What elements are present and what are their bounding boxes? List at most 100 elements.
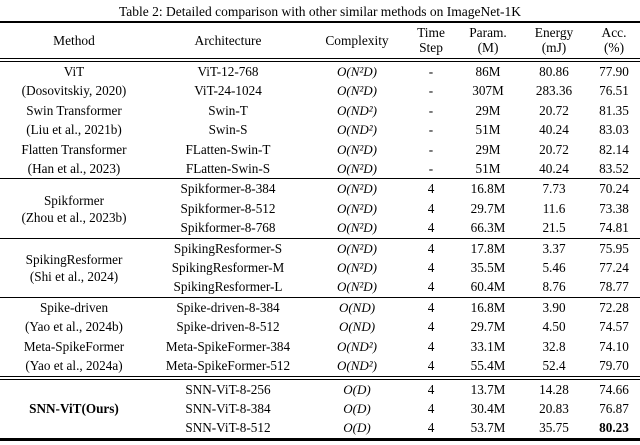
time-step-cell: 4 xyxy=(427,400,435,416)
energy-cell: 20.72 xyxy=(539,141,569,157)
table-row: Spikformer-8-768 O(N²D) 4 66.3M 21.5 74.81 xyxy=(0,218,640,238)
architecture-cell: SpikingResformer-M xyxy=(171,260,285,276)
complexity-cell: O(ND²) xyxy=(336,358,377,374)
time-step-cell: 4 xyxy=(427,420,435,436)
column-header-time-step: Time Step xyxy=(417,25,445,55)
complexity-cell: O(ND²) xyxy=(336,122,377,138)
time-step-cell: 4 xyxy=(427,181,435,197)
table-row: ViT ViT-12-768 O(N²D) - 86M 80.86 77.90 xyxy=(0,60,640,81)
table-row: Meta-SpikeFormer Meta-SpikeFormer-384 O(ND… xyxy=(0,337,640,356)
acc-cell: 74.66 xyxy=(599,381,629,397)
table-caption: Table 2: Detailed comparison with other … xyxy=(118,4,522,19)
acc-cell: 70.24 xyxy=(599,181,629,197)
time-step-cell: 4 xyxy=(427,220,435,236)
param-cell: 30.4M xyxy=(470,400,506,416)
architecture-cell: Swin-S xyxy=(208,122,248,138)
table-row: SpikingResformer-M O(N²D) 4 35.5M 5.46 77.24 xyxy=(0,258,640,277)
param-cell: 16.8M xyxy=(470,181,506,197)
time-step-cell: 4 xyxy=(427,299,435,315)
energy-cell: 4.50 xyxy=(542,319,566,335)
table-row: SNN-ViT-8-384 O(D) 4 30.4M 20.83 76.87 xyxy=(0,399,640,418)
method-cell: (Han et al., 2023) xyxy=(27,161,121,177)
time-step-cell: 4 xyxy=(427,240,435,256)
param-cell: 29.7M xyxy=(470,200,506,216)
architecture-cell: SpikingResformer-L xyxy=(173,279,283,295)
architecture-cell: SNN-ViT-8-384 xyxy=(185,400,271,416)
param-cell: 55.4M xyxy=(470,358,506,374)
column-header-energy: Energy (mJ) xyxy=(534,25,574,55)
energy-cell: 80.86 xyxy=(539,64,569,79)
table-row: Spike-driven Spike-driven-8-384 O(ND) 4 16.8… xyxy=(0,297,640,317)
time-step-cell: - xyxy=(428,141,434,157)
column-header-acc: Acc. (%) xyxy=(601,25,627,55)
energy-cell: 52.4 xyxy=(542,358,566,374)
table-row: (Yao et al., 2024a) Meta-SpikeFormer-512 O… xyxy=(0,356,640,377)
table-section-4: Spike-driven Spike-driven-8-384 O(ND) 4 16.8… xyxy=(0,297,640,377)
energy-cell: 14.28 xyxy=(539,381,569,397)
comparison-table: Method Architecture Complexity Time Step… xyxy=(0,21,640,441)
acc-cell: 78.77 xyxy=(599,279,629,295)
param-cell: 86M xyxy=(475,64,501,79)
param-cell: 29M xyxy=(475,141,501,157)
acc-cell: 74.81 xyxy=(599,220,629,236)
table-section-5: SNN-ViT(Ours) SNN-ViT-8-256 O(D) 4 13.7M 14.2… xyxy=(0,377,640,440)
architecture-cell: Meta-SpikeFormer-384 xyxy=(165,338,291,354)
method-cell: (Yao et al., 2024b) xyxy=(25,319,123,335)
complexity-cell: O(N²D) xyxy=(336,260,377,276)
energy-cell: 20.83 xyxy=(539,400,569,416)
complexity-cell: O(N²D) xyxy=(336,240,377,256)
table-row: SpikingResformer (Shi et al., 2024) Spiki… xyxy=(0,238,640,284)
acc-cell: 77.90 xyxy=(599,64,629,79)
architecture-cell: Spike-driven-8-384 xyxy=(176,299,280,315)
time-step-cell: 4 xyxy=(427,260,435,276)
energy-cell: 11.6 xyxy=(542,200,566,216)
method-cell: (Dosovitskiy, 2020) xyxy=(21,83,127,99)
architecture-cell: ViT-24-1024 xyxy=(194,83,262,99)
method-cell: Swin Transformer xyxy=(26,102,122,118)
time-step-cell: - xyxy=(428,161,434,177)
complexity-cell: O(N²D) xyxy=(336,181,377,197)
time-step-cell: - xyxy=(428,122,434,138)
architecture-cell: Spikformer-8-512 xyxy=(180,200,276,216)
acc-cell: 74.57 xyxy=(599,319,629,335)
complexity-cell: O(N²D) xyxy=(336,83,377,99)
time-step-cell: - xyxy=(428,64,434,79)
energy-cell: 283.36 xyxy=(535,83,573,99)
time-step-cell: 4 xyxy=(427,200,435,216)
param-cell: 29M xyxy=(475,102,501,118)
energy-cell: 35.75 xyxy=(539,420,569,436)
method-cell: Spike-driven xyxy=(39,299,109,315)
time-step-cell: 4 xyxy=(427,319,435,335)
architecture-cell: FLatten-Swin-S xyxy=(185,161,271,177)
architecture-cell: FLatten-Swin-T xyxy=(185,141,271,157)
table-row: SNN-ViT-8-512 O(D) 4 53.7M 35.75 80.23 xyxy=(0,418,640,439)
param-cell: 17.8M xyxy=(470,240,506,256)
acc-cell: 82.14 xyxy=(599,141,629,157)
acc-cell: 80.23 xyxy=(599,420,629,436)
method-cell: Spikformer (Zhou et al., 2023b) xyxy=(21,192,127,225)
param-cell: 60.4M xyxy=(470,279,506,295)
energy-cell: 3.37 xyxy=(542,240,566,256)
complexity-cell: O(D) xyxy=(343,400,371,416)
param-cell: 53.7M xyxy=(470,420,506,436)
table-row: (Dosovitskiy, 2020) ViT-24-1024 O(N²D) - 307… xyxy=(0,81,640,100)
param-cell: 35.5M xyxy=(470,260,506,276)
complexity-cell: O(ND) xyxy=(338,319,376,335)
acc-cell: 81.35 xyxy=(599,102,629,118)
param-cell: 66.3M xyxy=(470,220,506,236)
time-step-cell: 4 xyxy=(427,358,435,374)
column-header-method: Method xyxy=(53,32,95,48)
complexity-cell: O(N²D) xyxy=(336,141,377,157)
architecture-cell: Spikformer-8-768 xyxy=(180,220,276,236)
method-cell: SpikingResformer (Shi et al., 2024) xyxy=(25,251,123,284)
table-row: Spikformer-8-512 O(N²D) 4 29.7M 11.6 73.38 xyxy=(0,199,640,218)
architecture-cell: Meta-SpikeFormer-512 xyxy=(165,358,291,374)
acc-cell: 83.52 xyxy=(599,161,629,177)
energy-cell: 5.46 xyxy=(542,260,566,276)
energy-cell: 20.72 xyxy=(539,102,569,118)
table-row: SpikingResformer-L O(N²D) 4 60.4M 8.76 78.77 xyxy=(0,277,640,297)
acc-cell: 73.38 xyxy=(599,200,629,216)
column-header-param: Param. (M) xyxy=(469,25,507,55)
method-cell: (Liu et al., 2021b) xyxy=(26,122,122,138)
architecture-cell: Spike-driven-8-512 xyxy=(176,319,280,335)
